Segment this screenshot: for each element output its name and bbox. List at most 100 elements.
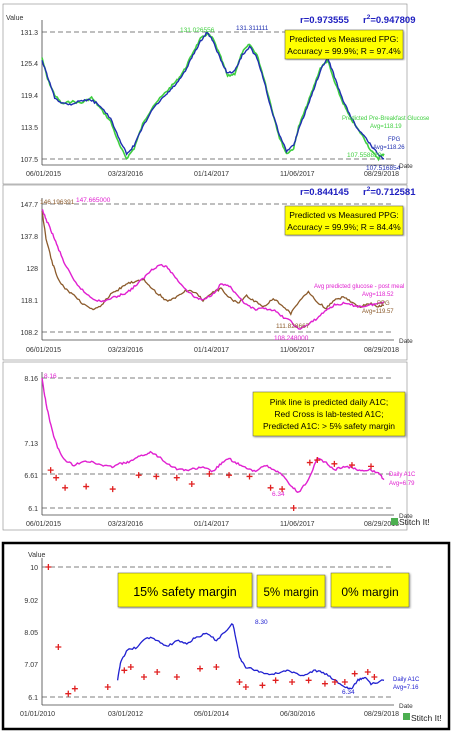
legend-series-name: PPG <box>377 301 390 307</box>
x-axis-label: Date <box>399 513 413 520</box>
y-tick: 6.1 <box>28 695 38 702</box>
legend-series-avg: Avg=6.79 <box>389 481 415 487</box>
legend-series-avg: Avg=118.19 <box>370 124 402 130</box>
x-tick: 11/06/2017 <box>280 521 315 528</box>
callout-box: Predicted vs Measured FPG: Accuracy = 99… <box>284 29 404 60</box>
lab-a1c-point <box>371 674 378 680</box>
annotation: 6.34 <box>272 491 285 498</box>
annotation: 147.665000 <box>76 197 111 204</box>
lab-points <box>45 564 378 697</box>
annotation: 107.558820 <box>347 152 382 159</box>
r2-sup: 2 <box>367 14 371 21</box>
x-axis-label: Date <box>399 703 413 710</box>
series-line <box>41 208 385 330</box>
x-tick: 05/01/2014 <box>194 711 229 718</box>
y-tick: 6.61 <box>24 473 38 480</box>
callout-line: Predicted vs Measured PPG: <box>289 210 399 220</box>
x-ticks: 01/01/2010 03/01/2012 05/01/2014 06/30/2016… <box>20 711 399 718</box>
lab-a1c-point <box>62 484 69 491</box>
legend-series-avg: Avg=119.57 <box>362 309 394 315</box>
x-tick: 01/14/2017 <box>194 171 229 178</box>
lab-a1c-point <box>289 679 296 685</box>
lab-a1c-point <box>173 674 180 680</box>
lab-a1c-point <box>306 459 313 466</box>
y-tick: 131.3 <box>20 30 38 37</box>
r2-value: =0.712581 <box>370 187 416 198</box>
stat-r2: r2=0.712581 <box>363 186 416 198</box>
y-tick: 113.5 <box>21 125 38 132</box>
x-tick: 01/14/2017 <box>194 347 229 354</box>
lab-a1c-point <box>242 684 249 690</box>
y-axis-label: Value <box>6 15 23 22</box>
chart-a1c-recent: 8.16 7.13 6.61 6.1 06/01/2015 03/23/2016 01/1… <box>2 361 430 531</box>
callout-line: Predicted vs Measured FPG: <box>289 34 398 44</box>
x-tick: 03/23/2016 <box>108 521 143 528</box>
annotation: 146.196391 <box>40 199 75 206</box>
lab-a1c-point <box>154 669 161 675</box>
annotation: 131.311111 <box>236 25 269 32</box>
callout-line: Predicted A1C: > 5% safety margin <box>263 421 395 431</box>
lab-a1c-point <box>109 486 116 493</box>
margin-label: 5% margin <box>264 587 319 599</box>
chart-ppg: 147.7 137.8 128 118.1 108.2 06/01/2015 03/23/… <box>2 184 416 361</box>
x-tick: 01/01/2010 <box>20 711 55 718</box>
x-tick: 06/30/2016 <box>280 711 315 718</box>
legend-series-avg: Avg=118.26 <box>373 145 405 151</box>
lab-a1c-point <box>153 473 160 480</box>
legend-series-avg: Avg=118.52 <box>362 292 394 298</box>
margin-box: 15% safety margin <box>117 572 253 608</box>
lab-a1c-point <box>331 460 338 467</box>
legend-series-name: Predicted Pre-Breakfast Glucose <box>342 116 430 122</box>
legend-series-name: FPG <box>388 137 401 143</box>
lab-a1c-point <box>321 680 328 687</box>
annotation: 108.248000 <box>274 335 309 342</box>
x-tick: 08/29/2018 <box>364 171 399 178</box>
lab-a1c-point <box>53 474 60 481</box>
callout-box: Pink line is predicted daily A1C; Red Cr… <box>252 391 406 437</box>
stat-r2: r2=0.947809 <box>363 14 416 26</box>
lab-a1c-point <box>127 664 134 670</box>
r2-prefix: r <box>363 187 367 198</box>
watermark-text: Stitch It! <box>411 713 442 723</box>
legend-series-name: Daily A1C <box>393 677 420 683</box>
y-tick: 137.8 <box>20 234 38 241</box>
callout-line: Accuracy = 99.9%; R = 84.4% <box>287 222 401 232</box>
annotation: 131.026556 <box>180 27 215 34</box>
x-tick: 08/29/2018 <box>364 521 399 528</box>
callout-line: Red Cross is lab-tested A1C; <box>274 409 383 419</box>
chart-a1c-longterm: Value 10 9.02 8.05 7.07 6.1 01/01/2010 03/01/… <box>1 541 451 731</box>
lab-a1c-point <box>104 684 111 690</box>
margin-label: 0% margin <box>341 585 398 599</box>
stat-r: r=0.973555 <box>300 15 350 26</box>
lab-a1c-point <box>47 467 54 474</box>
chart-fpg: Value 131.3 125.4 119.4 113.5 107.5 06/01/20… <box>2 3 430 185</box>
y-tick: 128 <box>26 266 38 273</box>
y-tick: 119.4 <box>21 93 38 100</box>
callout-box: Predicted vs Measured PPG: Accuracy = 99… <box>284 205 404 236</box>
margin-label: 15% safety margin <box>133 585 237 599</box>
y-tick: 8.05 <box>24 630 38 637</box>
lab-a1c-point <box>368 463 375 470</box>
annotation: 6.34 <box>342 689 355 696</box>
lab-a1c-point <box>279 486 286 493</box>
lab-a1c-point <box>364 669 371 675</box>
annotation: 8.16 <box>44 373 57 380</box>
x-tick: 03/23/2016 <box>108 347 143 354</box>
x-tick: 11/06/2017 <box>280 171 315 178</box>
y-axis-label: Value <box>28 552 45 559</box>
x-tick: 03/23/2016 <box>108 171 143 178</box>
y-tick: 125.4 <box>20 61 38 68</box>
y-ticks: 147.7 137.8 128 118.1 108.2 <box>20 202 38 337</box>
lab-a1c-point <box>259 682 266 689</box>
lab-a1c-point <box>226 472 233 479</box>
annotation: 111.828667 <box>276 323 310 330</box>
x-tick: 03/01/2012 <box>108 711 143 718</box>
y-tick: 108.2 <box>20 330 38 337</box>
lab-a1c-point <box>348 462 355 469</box>
y-tick: 7.07 <box>24 662 38 669</box>
lab-a1c-point <box>55 644 62 650</box>
lab-a1c-point <box>314 457 321 464</box>
x-tick: 06/01/2015 <box>26 171 61 178</box>
y-tick: 8.16 <box>24 376 38 383</box>
watermark-text: Stitch It! <box>399 517 430 527</box>
